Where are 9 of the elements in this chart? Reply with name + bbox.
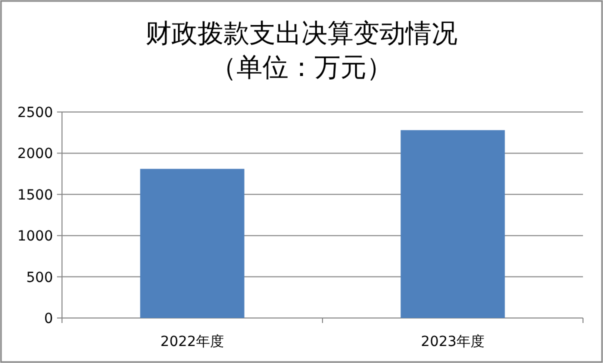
y-tick-label: 1000: [17, 228, 53, 245]
y-tick-label: 2500: [17, 105, 53, 121]
x-tick-label: 2022年度: [160, 334, 224, 350]
y-tick-label: 1500: [17, 187, 53, 204]
y-tick-label: 0: [44, 311, 53, 327]
y-tick-label: 2000: [17, 146, 53, 162]
y-tick-label: 500: [26, 270, 53, 286]
x-tick-label: 2023年度: [420, 334, 485, 350]
chart-title: 财政拨款支出决算变动情况（单位：万元）: [146, 19, 458, 83]
